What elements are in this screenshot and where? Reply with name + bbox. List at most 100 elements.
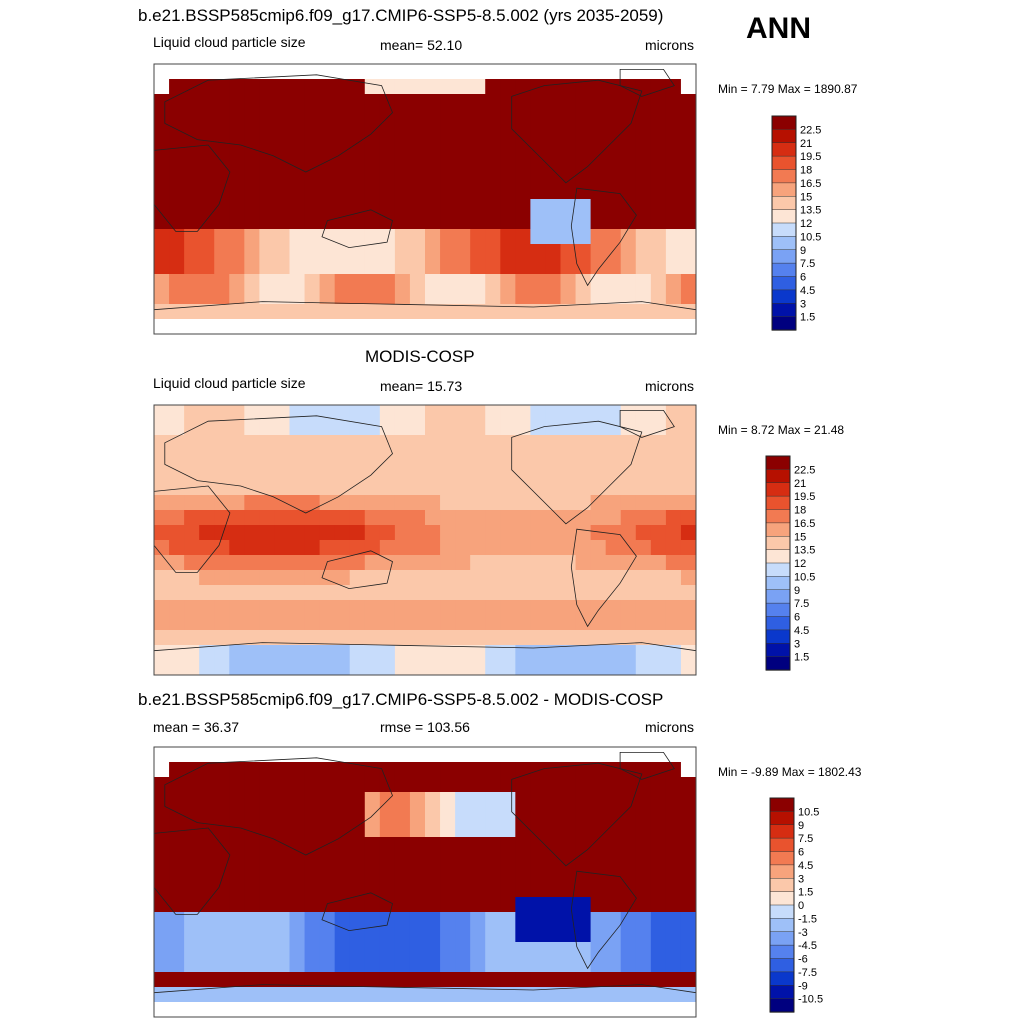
colorbar-swatch bbox=[771, 316, 797, 331]
colorbar-tick-label: 13.5 bbox=[800, 205, 821, 217]
case-title: b.e21.BSSP585cmip6.f09_g17.CMIP6-SSP5-8.… bbox=[138, 6, 664, 25]
colorbar-swatch bbox=[769, 944, 795, 960]
colorbar-swatch bbox=[769, 851, 795, 866]
coastline bbox=[154, 144, 231, 232]
coastline bbox=[570, 870, 637, 970]
colorbar-tick-label: 21 bbox=[794, 478, 806, 490]
colorbar-swatch bbox=[771, 129, 797, 144]
colorbar-swatch bbox=[769, 958, 795, 973]
colorbar-tick-label: 18 bbox=[794, 505, 806, 517]
colorbar-swatch bbox=[765, 562, 791, 578]
coastline bbox=[570, 528, 637, 628]
panel3-minmax-label: Min = -9.89 Max = 1802.43 bbox=[718, 765, 862, 779]
coastline bbox=[154, 984, 696, 1017]
colorbar-frame bbox=[769, 797, 795, 1013]
colorbar-tick-label: 4.5 bbox=[794, 625, 809, 637]
coastline bbox=[154, 827, 231, 915]
colorbar-tick-label: 22.5 bbox=[794, 464, 815, 476]
colorbar-swatch bbox=[771, 155, 797, 171]
colorbar-swatch bbox=[765, 455, 791, 471]
colorbar-swatch bbox=[769, 797, 795, 813]
panel3-title: b.e21.BSSP585cmip6.f09_g17.CMIP6-SSP5-8.… bbox=[138, 690, 664, 709]
colorbar-swatch bbox=[765, 629, 791, 644]
colorbar-tick-label: 10.5 bbox=[800, 231, 821, 243]
colorbar-swatch bbox=[765, 643, 791, 658]
panel1-minmax-label: Min = 7.79 Max = 1890.87 bbox=[718, 82, 858, 96]
colorbar-swatch bbox=[771, 182, 797, 197]
coastline bbox=[511, 420, 643, 525]
coastline bbox=[619, 69, 675, 97]
colorbar-swatch bbox=[771, 209, 797, 224]
colorbar-tick-label: -7.5 bbox=[798, 967, 817, 979]
season-label: ANN bbox=[746, 12, 811, 45]
map-panel-2 bbox=[153, 404, 697, 676]
panel3-rmse-label: rmse = 103.56 bbox=[380, 719, 470, 735]
map-field-3 bbox=[154, 747, 696, 1017]
colorbar-tick-label: 9 bbox=[798, 820, 804, 832]
colorbar-frame bbox=[765, 455, 791, 671]
colorbar-swatch bbox=[771, 169, 797, 184]
coastline bbox=[321, 550, 393, 590]
colorbar-swatch bbox=[769, 811, 795, 826]
colorbar-swatch bbox=[769, 918, 795, 933]
panel2-variable-label: Liquid cloud particle size bbox=[153, 375, 306, 391]
panel1-variable-label: Liquid cloud particle size bbox=[153, 34, 306, 50]
colorbar-swatch bbox=[765, 522, 791, 537]
colorbar-tick-label: 9 bbox=[794, 585, 800, 597]
panel2-minmax-label: Min = 8.72 Max = 21.48 bbox=[718, 423, 845, 437]
colorbar-swatch bbox=[771, 222, 797, 238]
colorbar-swatch bbox=[769, 824, 795, 839]
colorbar-tick-label: 18 bbox=[800, 165, 812, 177]
coastline bbox=[570, 187, 637, 287]
coastline bbox=[154, 485, 231, 573]
colorbar-tick-label: 12 bbox=[794, 558, 806, 570]
colorbar-tick-label: 7.5 bbox=[800, 258, 815, 270]
colorbar-swatch bbox=[769, 891, 795, 906]
map-field-2 bbox=[154, 405, 696, 675]
colorbar-swatch bbox=[765, 509, 791, 524]
colorbar-swatch bbox=[765, 589, 791, 604]
colorbar-frame bbox=[771, 115, 797, 331]
map-frame bbox=[153, 63, 697, 335]
colorbar-swatch bbox=[765, 602, 791, 618]
colorbar-tick-label: 1.5 bbox=[798, 887, 813, 899]
colorbar-tick-label: 1.5 bbox=[794, 652, 809, 664]
coastline bbox=[321, 892, 393, 932]
colorbar-tick-label: 15 bbox=[794, 531, 806, 543]
colorbar-tick-label: 16.5 bbox=[794, 518, 815, 530]
colorbar-swatch bbox=[771, 249, 797, 264]
colorbar-tick-label: 1.5 bbox=[800, 312, 815, 324]
colorbar-tick-label: -9 bbox=[798, 980, 808, 992]
panel2-units-label: microns bbox=[645, 378, 695, 394]
colorbar-tick-label: 0 bbox=[798, 900, 804, 912]
coastline bbox=[164, 74, 393, 173]
colorbar-swatch bbox=[771, 276, 797, 291]
colorbar-swatch bbox=[771, 303, 797, 318]
map-panel-1 bbox=[153, 63, 697, 335]
colorbar-tick-label: 15 bbox=[800, 191, 812, 203]
panel2-title: MODIS-COSP bbox=[365, 347, 475, 366]
colorbar-tick-label: 6 bbox=[794, 612, 800, 624]
coastline bbox=[511, 79, 643, 184]
coastline bbox=[154, 642, 696, 675]
coastline bbox=[619, 752, 675, 780]
map-frame bbox=[153, 746, 697, 1018]
colorbar-tick-label: 10.5 bbox=[798, 806, 819, 818]
colorbar-swatch bbox=[771, 115, 797, 131]
colorbar-tick-label: 3 bbox=[800, 298, 806, 310]
colorbar-tick-label: 13.5 bbox=[794, 545, 815, 557]
panel3-mean-label: mean = 36.37 bbox=[153, 719, 240, 735]
map-panel-3 bbox=[153, 746, 697, 1018]
colorbar-tick-label: -10.5 bbox=[798, 994, 823, 1006]
panel3-units-label: microns bbox=[645, 719, 695, 735]
colorbar-swatch bbox=[769, 998, 795, 1013]
colorbar-swatch bbox=[771, 289, 797, 304]
colorbar-swatch bbox=[765, 576, 791, 591]
colorbar-tick-label: 6 bbox=[798, 847, 804, 859]
map-frame bbox=[153, 404, 697, 676]
panel2-mean-label: mean= 15.73 bbox=[380, 378, 463, 394]
map-field-1 bbox=[154, 64, 696, 334]
